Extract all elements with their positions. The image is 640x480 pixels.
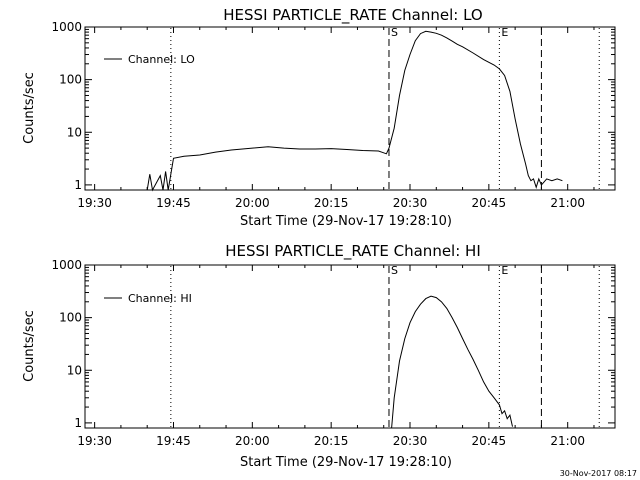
- y-axis-label: Counts/sec: [22, 310, 37, 382]
- x-axis-label: Start Time (29-Nov-17 19:28:10): [240, 455, 452, 470]
- x-tick-label: 20:45: [472, 434, 507, 448]
- axis-ticks: 19:30 19:45 20:00 20:15 20:30 20:45 21:00 1 10 10…: [51, 20, 615, 210]
- data-series: [146, 30, 563, 192]
- y-tick-label: 100: [59, 311, 82, 325]
- x-tick-label: 19:45: [156, 434, 191, 448]
- marker-label: S: [391, 264, 398, 277]
- axis-ticks: 19:30 19:45 20:00 20:15 20:30 20:45 21:00 1 10 10…: [51, 258, 615, 448]
- y-tick-label: 1000: [51, 20, 82, 34]
- plot-frame: [84, 264, 616, 429]
- series-line: [391, 295, 513, 429]
- legend-label: Channel: HI: [128, 292, 192, 305]
- chart-title: HESSI PARTICLE_RATE Channel: HI: [225, 242, 481, 261]
- y-tick-label: 10: [67, 125, 82, 139]
- x-tick-label: 20:00: [235, 196, 270, 210]
- series-line: [146, 30, 563, 192]
- x-tick-label: 21:00: [550, 196, 585, 210]
- x-tick-label: 20:30: [393, 434, 428, 448]
- chart-title: HESSI PARTICLE_RATE Channel: LO: [223, 6, 482, 25]
- plot-frame: [84, 26, 616, 191]
- x-tick-label: 19:30: [77, 196, 112, 210]
- x-tick-label: 19:45: [156, 196, 191, 210]
- y-tick-label: 10: [67, 363, 82, 377]
- y-tick-label: 1: [74, 416, 82, 430]
- x-tick-label: 19:30: [77, 434, 112, 448]
- y-tick-label: 1000: [51, 258, 82, 272]
- x-tick-label: 20:15: [314, 434, 349, 448]
- marker-label: E: [501, 26, 508, 39]
- legend-label: Channel: LO: [128, 53, 195, 66]
- data-series: [391, 295, 513, 429]
- y-axis-label: Counts/sec: [22, 72, 37, 144]
- timestamp: 30-Nov-2017 08:17: [560, 469, 637, 478]
- x-tick-label: 20:30: [393, 196, 428, 210]
- marker-label: S: [391, 26, 398, 39]
- x-tick-label: 20:15: [314, 196, 349, 210]
- marker-label: E: [501, 264, 508, 277]
- x-tick-label: 21:00: [550, 434, 585, 448]
- y-tick-label: 100: [59, 73, 82, 87]
- y-tick-label: 1: [74, 178, 82, 192]
- x-axis-label: Start Time (29-Nov-17 19:28:10): [240, 214, 452, 229]
- x-tick-label: 20:45: [472, 196, 507, 210]
- x-tick-label: 20:00: [235, 434, 270, 448]
